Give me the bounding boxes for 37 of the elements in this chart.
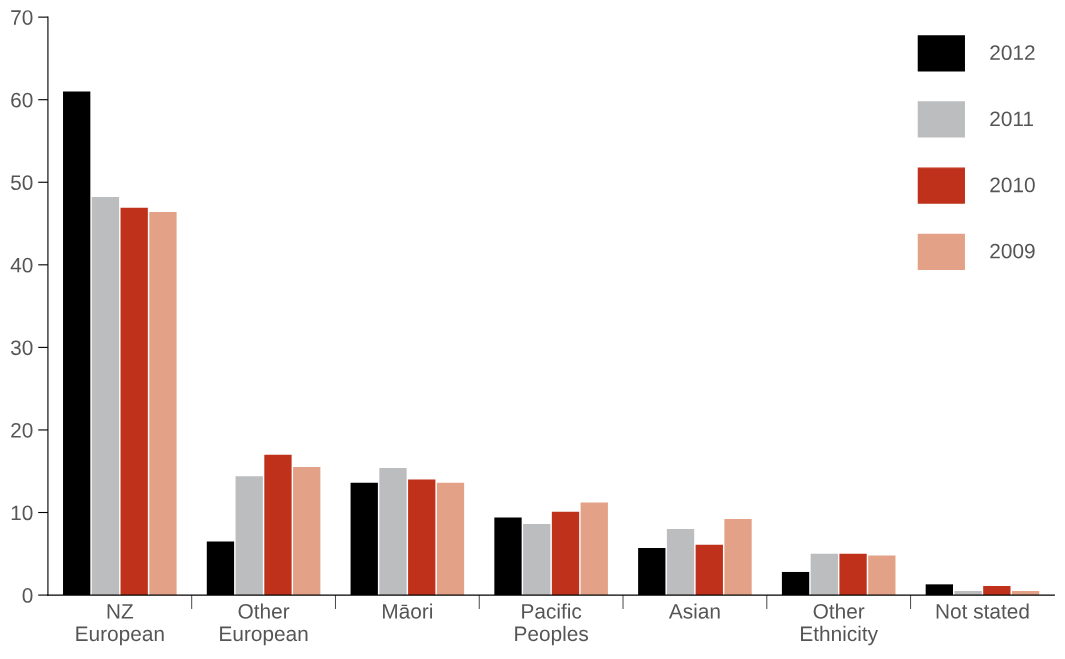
bar xyxy=(120,207,148,596)
y-tick-label: 40 xyxy=(10,257,33,273)
x-tick-label: Not stated xyxy=(936,603,1029,619)
bar xyxy=(839,553,867,596)
x-tick-label: Māori xyxy=(383,603,433,619)
bar xyxy=(149,211,177,596)
bar xyxy=(293,467,321,596)
legend-label: 2011 xyxy=(990,111,1034,127)
bar xyxy=(810,553,838,596)
y-tick-label: 50 xyxy=(11,175,33,191)
bar xyxy=(408,479,436,596)
x-tick-label: Pacific Peoples xyxy=(515,603,589,646)
y-tick-label: 60 xyxy=(11,92,33,108)
x-tick-label: Other Ethnicity xyxy=(801,603,879,646)
x-tick-label: NZ European xyxy=(76,604,164,646)
bar xyxy=(724,519,752,596)
x-tick-label: Asian xyxy=(668,603,720,619)
bar xyxy=(666,529,695,596)
bar xyxy=(264,454,292,596)
bar xyxy=(523,524,551,596)
y-tick-label: 70 xyxy=(11,10,33,25)
legend-label: 2012 xyxy=(990,45,1035,61)
legend-label: 2010 xyxy=(990,177,1035,193)
bar xyxy=(695,544,723,596)
bar xyxy=(235,476,263,596)
bar xyxy=(436,482,465,596)
bar xyxy=(91,197,120,596)
bar xyxy=(379,467,407,596)
y-tick-label: 0 xyxy=(22,588,33,603)
legend-label: 2009 xyxy=(990,243,1035,259)
bar xyxy=(551,511,580,596)
y-tick-label: 20 xyxy=(11,422,33,438)
bar xyxy=(868,555,896,596)
y-tick-label: 30 xyxy=(10,340,33,356)
x-tick-label: Other European xyxy=(220,603,308,646)
y-tick-label: 10 xyxy=(11,505,33,521)
bar xyxy=(580,502,608,596)
